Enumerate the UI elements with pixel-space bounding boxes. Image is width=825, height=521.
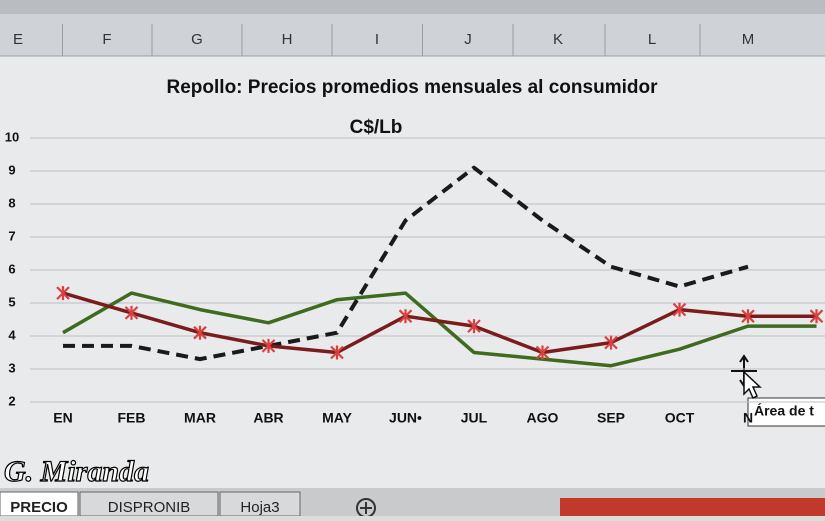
x-tick-label: ABR — [253, 410, 283, 426]
column-header[interactable]: K — [553, 31, 563, 48]
column-header[interactable]: M — [742, 31, 755, 48]
y-tick-label: 4 — [8, 327, 16, 342]
x-tick-label: FEB — [118, 410, 146, 426]
y-tick-label: 9 — [8, 162, 15, 177]
star-marker — [193, 325, 207, 340]
y-tick-label: 6 — [8, 261, 15, 276]
star-marker — [604, 335, 618, 350]
tooltip-text: Área de t — [754, 403, 814, 419]
sheet-tab[interactable] — [79, 491, 219, 517]
sheet-tab[interactable] — [219, 491, 301, 517]
x-tick-label: JUN• — [389, 410, 422, 426]
x-tick-label: JUL — [461, 410, 488, 426]
sheet-tab-label[interactable]: DISPRONIB — [108, 499, 191, 516]
x-tick-label: MAY — [322, 410, 352, 426]
y-tick-label: 3 — [8, 360, 15, 375]
x-tick-label: SEP — [597, 410, 625, 426]
star-marker — [330, 345, 344, 360]
y-tick-label: 10 — [5, 129, 19, 144]
star-marker — [56, 286, 70, 301]
star-marker — [672, 302, 687, 317]
tooltip-box — [747, 397, 825, 427]
add-sheet-icon — [360, 502, 372, 514]
pointer-cursor — [743, 370, 762, 400]
column-header[interactable]: J — [464, 31, 472, 48]
column-header[interactable]: H — [282, 31, 293, 48]
y-tick-label: 7 — [8, 228, 15, 243]
column-header[interactable]: G — [191, 31, 203, 48]
star-marker — [535, 345, 550, 360]
spreadsheet-ui: E F G H I J K L M PRECIO DISPRONIB Hoja3 Área de t G.… — [0, 24, 825, 518]
x-tick-label: MAR — [184, 410, 216, 426]
column-header[interactable]: F — [102, 31, 111, 48]
watermark: G. Miranda — [4, 455, 149, 488]
column-header[interactable]: L — [648, 31, 656, 48]
y-tick-label: 8 — [8, 195, 15, 210]
sheet-tab-label[interactable]: PRECIO — [10, 499, 68, 516]
x-tick-label: OCT — [665, 410, 695, 426]
y-tick-label: 2 — [8, 393, 15, 408]
star-marker — [809, 309, 824, 324]
star-marker — [467, 319, 481, 334]
sheet-tab-label[interactable]: Hoja3 — [240, 499, 279, 516]
column-header[interactable]: E — [13, 31, 23, 48]
plot-area: 2 3 4 5 6 7 8 9 10 EN FEB MAR ABR MAY JUN• JUL AGO SEP OCT… — [5, 129, 825, 426]
series-line — [63, 165, 749, 362]
star-marker — [261, 338, 276, 353]
formula-bar — [0, 0, 825, 14]
x-tick-label: EN — [53, 410, 72, 426]
star-marker — [398, 309, 413, 324]
x-tick-label: AGO — [527, 410, 559, 426]
chart-title: Repollo: Precios promedios mensuales al … — [167, 77, 659, 98]
star-marker — [124, 305, 139, 320]
star-marker — [741, 309, 755, 324]
taskbar-strip — [560, 498, 825, 516]
y-tick-label: 5 — [8, 294, 15, 309]
column-header[interactable]: I — [375, 31, 379, 48]
series-line — [62, 291, 817, 355]
x-tick-label: N — [743, 410, 753, 426]
chart-subtitle: C$/Lb — [350, 117, 403, 138]
